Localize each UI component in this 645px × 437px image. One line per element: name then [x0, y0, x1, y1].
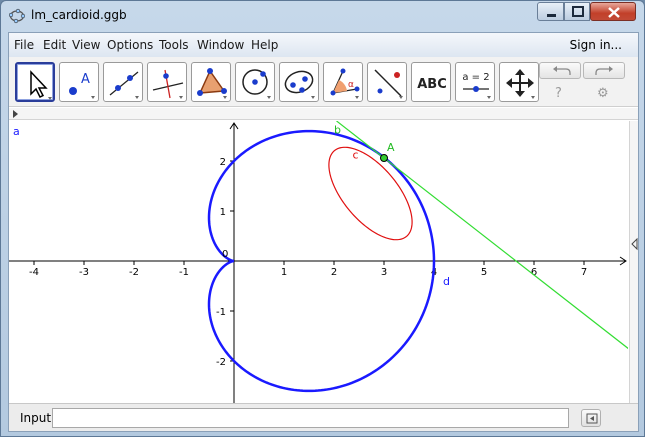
point-a[interactable] — [380, 154, 388, 162]
origin-label: 0 — [222, 249, 228, 260]
x-tick-label: 5 — [481, 267, 487, 278]
x-axis-arrow — [619, 256, 627, 266]
menu-edit[interactable]: Edit — [43, 38, 67, 52]
circle-tool-button[interactable] — [235, 62, 275, 102]
x-tick-label: -4 — [29, 267, 39, 278]
svg-text:α: α — [348, 80, 354, 90]
collapse-arrow-icon — [631, 237, 638, 251]
move-graphics-icon — [506, 69, 535, 99]
redo-icon — [595, 66, 613, 75]
menu-view[interactable]: View — [72, 38, 101, 52]
x-tick-label: 2 — [331, 267, 337, 278]
menu-file[interactable]: File — [14, 38, 35, 52]
menu-bar: File Edit View Options Tools Window Help… — [9, 33, 638, 57]
sign-in-link[interactable]: Sign in... — [569, 38, 622, 52]
cardioid-label-d: d — [443, 275, 450, 288]
x-tick-label: 3 — [381, 267, 387, 278]
menu-help[interactable]: Help — [251, 38, 279, 52]
axes — [9, 122, 627, 403]
maximize-icon — [572, 6, 584, 17]
tangent-label-b: b — [334, 124, 341, 137]
x-axis-ticks: -4 -3 -2 -1 1 2 3 4 5 6 7 — [29, 261, 587, 278]
help-icon[interactable]: ? — [555, 86, 562, 101]
x-tick-label: -2 — [129, 267, 139, 278]
point-a-label: A — [387, 141, 395, 154]
input-field[interactable] — [52, 408, 569, 428]
menu-options[interactable]: Options — [107, 38, 154, 52]
x-tick-label: 6 — [531, 267, 537, 278]
svg-text:a = 2: a = 2 — [462, 72, 489, 83]
client-area: File Edit View Options Tools Window Help… — [8, 32, 639, 432]
perpendicular-icon — [152, 69, 184, 99]
perpendicular-line-tool-button[interactable] — [147, 62, 187, 102]
y-tick-label: -2 — [216, 357, 226, 368]
ellipse-tool-button[interactable] — [279, 62, 319, 102]
ellipse-c[interactable] — [328, 146, 413, 241]
toolbar: A — [9, 57, 638, 107]
angle-tool-button[interactable]: α — [323, 62, 363, 102]
move-tool-button[interactable] — [15, 62, 55, 102]
reflect-icon — [374, 69, 403, 99]
redo-button[interactable] — [583, 62, 625, 79]
angle-icon: α — [330, 68, 360, 99]
menu-tools[interactable]: Tools — [159, 38, 189, 52]
undo-button[interactable] — [539, 62, 581, 79]
minimize-button[interactable] — [537, 2, 564, 21]
settings-icon[interactable]: ⚙ — [597, 86, 609, 101]
svg-text:A: A — [81, 72, 90, 87]
y-tick-label: 2 — [220, 157, 226, 168]
move-graphics-tool-button[interactable] — [499, 62, 539, 102]
input-bar: Input: — [9, 403, 638, 431]
close-button[interactable] — [590, 2, 636, 21]
view-label-a: a — [13, 125, 20, 138]
algebra-view-strip[interactable] — [9, 108, 638, 120]
input-help-icon — [586, 413, 598, 424]
y-axis-arrow — [229, 122, 239, 130]
polygon-tool-button[interactable] — [191, 62, 231, 102]
text-tool-button[interactable]: ABC — [411, 62, 451, 102]
x-tick-label: 7 — [581, 267, 587, 278]
menu-window[interactable]: Window — [197, 38, 245, 52]
minimize-icon — [547, 14, 556, 17]
undo-icon — [553, 66, 571, 75]
slider-icon: a = 2 — [462, 72, 491, 99]
slider-tool-button[interactable]: a = 2 — [455, 62, 495, 102]
svg-text:ABC: ABC — [417, 77, 447, 92]
line-tool-button[interactable] — [103, 62, 143, 102]
y-tick-label: -1 — [216, 307, 226, 318]
text-icon: ABC — [417, 77, 447, 92]
cardioid-curve-d[interactable] — [207, 129, 436, 393]
point-icon: A — [69, 72, 95, 99]
polygon-icon — [197, 68, 227, 99]
arrow-pointer-icon — [30, 70, 52, 100]
title-bar[interactable]: lm_cardioid.ggb — [1, 1, 644, 31]
expand-arrow-icon — [13, 110, 18, 118]
x-tick-label: -3 — [79, 267, 89, 278]
input-help-button[interactable] — [581, 409, 601, 427]
ellipse-label-c: c — [353, 149, 359, 162]
input-label: Input: — [20, 411, 56, 425]
line-icon — [109, 71, 139, 99]
maximize-button[interactable] — [564, 2, 590, 21]
ellipse-icon — [284, 70, 315, 99]
side-panel-toggle[interactable] — [629, 121, 638, 403]
geogebra-app-icon — [9, 8, 25, 24]
circle-icon — [242, 69, 271, 99]
close-icon — [608, 7, 620, 18]
y-tick-label: 1 — [220, 207, 226, 218]
graphics-canvas[interactable]: a -4 -3 -2 -1 1 2 3 4 5 6 7 21-1-2 A b c d 0 — [9, 121, 628, 403]
new-point-tool-button[interactable]: A — [59, 62, 99, 102]
x-tick-label: 1 — [281, 267, 287, 278]
x-tick-label: -1 — [179, 267, 189, 278]
graphics-view[interactable]: a -4 -3 -2 -1 1 2 3 4 5 6 7 2 1 -1 -2 A b c d 0 — [9, 121, 628, 403]
window-title: lm_cardioid.ggb — [31, 8, 127, 22]
reflect-tool-button[interactable] — [367, 62, 407, 102]
